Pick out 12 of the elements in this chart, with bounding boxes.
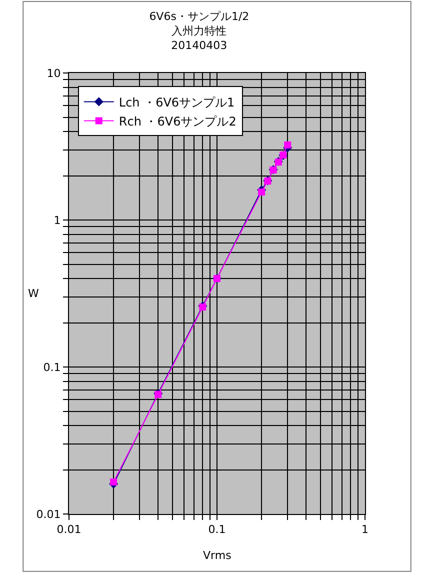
legend-label: Rch ・6V6サンプル2 [118, 114, 236, 128]
x-axis-title: Vrms [203, 549, 232, 562]
y-tick-label: 0.1 [43, 360, 61, 374]
legend-label: Lch ・6V6サンプル1 [118, 95, 235, 110]
x-tick-label: 0.1 [208, 523, 226, 536]
x-tick-label: 0.01 [56, 523, 82, 536]
y-tick-label: 0.01 [36, 508, 61, 521]
y-tick-label: 1 [54, 214, 61, 227]
y-axis-title: W [28, 287, 39, 300]
y-tick-label: 10 [46, 66, 61, 80]
chart-title: 6V6s・サンプル1/2 入州力特性 20140403 [149, 10, 250, 52]
x-tick-label: 1 [362, 523, 368, 536]
